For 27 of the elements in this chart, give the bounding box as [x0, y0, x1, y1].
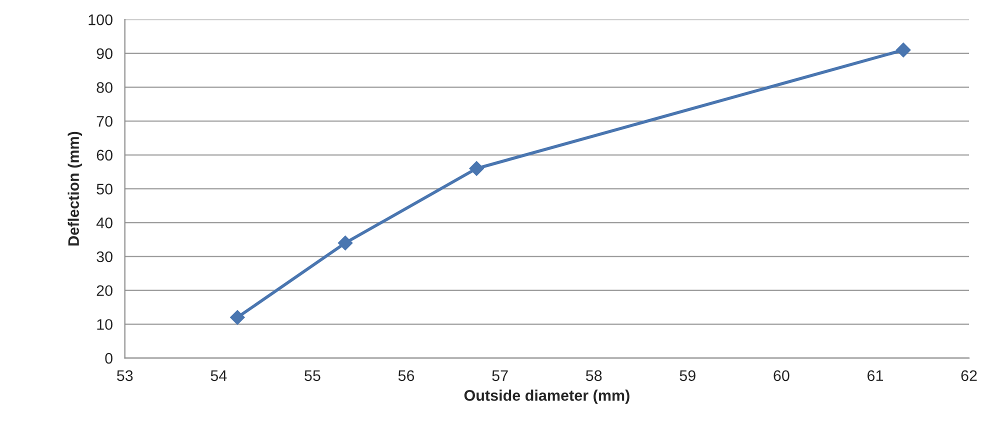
x-tick-label: 56 — [398, 370, 414, 382]
y-axis-title: Deflection (mm) — [68, 132, 82, 246]
y-tick-label: 40 — [96, 218, 112, 228]
x-tick-label: 54 — [210, 370, 227, 382]
point — [469, 161, 484, 176]
x-tick-label: 53 — [116, 370, 133, 382]
x-tick-label: 60 — [774, 370, 790, 382]
y-tick-label: 20 — [96, 285, 112, 296]
x-tick-label: 58 — [586, 370, 602, 382]
y-tick-label: 50 — [96, 184, 112, 194]
point — [338, 236, 353, 250]
x-tick-label: 62 — [961, 370, 977, 382]
x-axis-title: Outside diameter (mm) — [464, 390, 630, 404]
y-tick-label: 70 — [96, 116, 112, 127]
y-tick-label: 100 — [88, 14, 112, 26]
x-tick-label: 61 — [868, 370, 883, 382]
point — [896, 42, 911, 58]
y-tick-label: 90 — [96, 48, 112, 60]
y-tick-label: 30 — [96, 251, 112, 262]
y-tick-label: 10 — [97, 319, 112, 330]
x-tick-label: 57 — [492, 370, 508, 382]
x-tick-label: 59 — [680, 370, 696, 382]
point — [230, 310, 245, 325]
y-tick-label: 80 — [96, 82, 112, 93]
y-tick-label: 0 — [105, 352, 112, 364]
x-tick-label: 55 — [304, 370, 320, 382]
y-tick-label: 60 — [96, 150, 112, 161]
